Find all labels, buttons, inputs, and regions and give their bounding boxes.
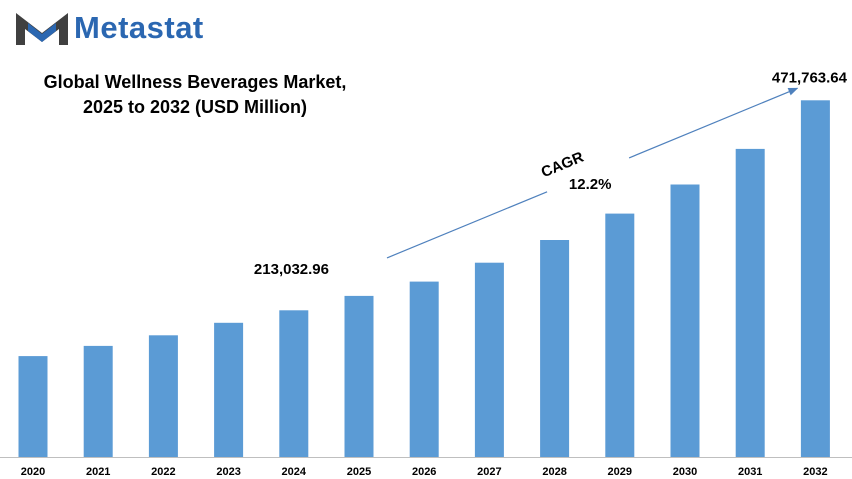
bar-2022 <box>148 335 178 457</box>
brand-name: Metastat <box>74 10 204 45</box>
x-tick-label-2027: 2027 <box>477 466 501 478</box>
x-tick-label-2030: 2030 <box>673 466 697 478</box>
x-tick-label-2021: 2021 <box>86 466 110 478</box>
bar-2029 <box>605 213 635 457</box>
bar-2020 <box>18 356 48 457</box>
bar-2024 <box>279 310 309 457</box>
bar-2027 <box>474 262 504 457</box>
bar-2025 <box>344 295 374 457</box>
bar-2030 <box>670 184 700 457</box>
x-tick-label-2023: 2023 <box>216 466 240 478</box>
chart-title-line-1: Global Wellness Beverages Market, <box>43 72 347 92</box>
x-tick-label-2028: 2028 <box>542 466 566 478</box>
x-tick-label-2024: 2024 <box>282 466 307 478</box>
cagr-value: 12.2% <box>569 176 612 193</box>
bar-2031 <box>735 148 765 457</box>
x-tick-label-2031: 2031 <box>738 466 762 478</box>
cagr-arrow-segment-lower <box>386 191 548 259</box>
data-label-2025: 213,032.96 <box>254 261 329 278</box>
bar-2021 <box>83 345 113 457</box>
chart-title-line-2: 2025 to 2032 (USD Million) <box>82 97 308 117</box>
bars-group <box>18 100 830 458</box>
bar-2032 <box>800 100 830 458</box>
x-tick-labels: 2020 2021 2022 2023 2024 2025 2026 2027 2028 2029… <box>21 466 828 478</box>
x-tick-label-2032: 2032 <box>803 466 827 478</box>
x-tick-label-2026: 2026 <box>412 466 436 478</box>
x-tick-label-2020: 2020 <box>21 466 45 478</box>
cagr-arrow-segment-upper <box>628 87 799 159</box>
data-label-2032: 471,763.64 <box>772 69 848 86</box>
bar-2023 <box>214 322 244 457</box>
data-labels: 213,032.96 471,763.64 <box>254 69 848 278</box>
bar-2028 <box>540 240 570 457</box>
bar-2026 <box>409 281 439 457</box>
x-tick-label-2029: 2029 <box>608 466 632 478</box>
chart-title: Global Wellness Beverages Market, 2025 t… <box>0 70 390 120</box>
metastat-logo: Metastat <box>14 8 204 48</box>
x-tick-label-2025: 2025 <box>347 466 371 478</box>
x-tick-label-2022: 2022 <box>151 466 175 478</box>
metastat-logo-icon <box>16 13 68 45</box>
